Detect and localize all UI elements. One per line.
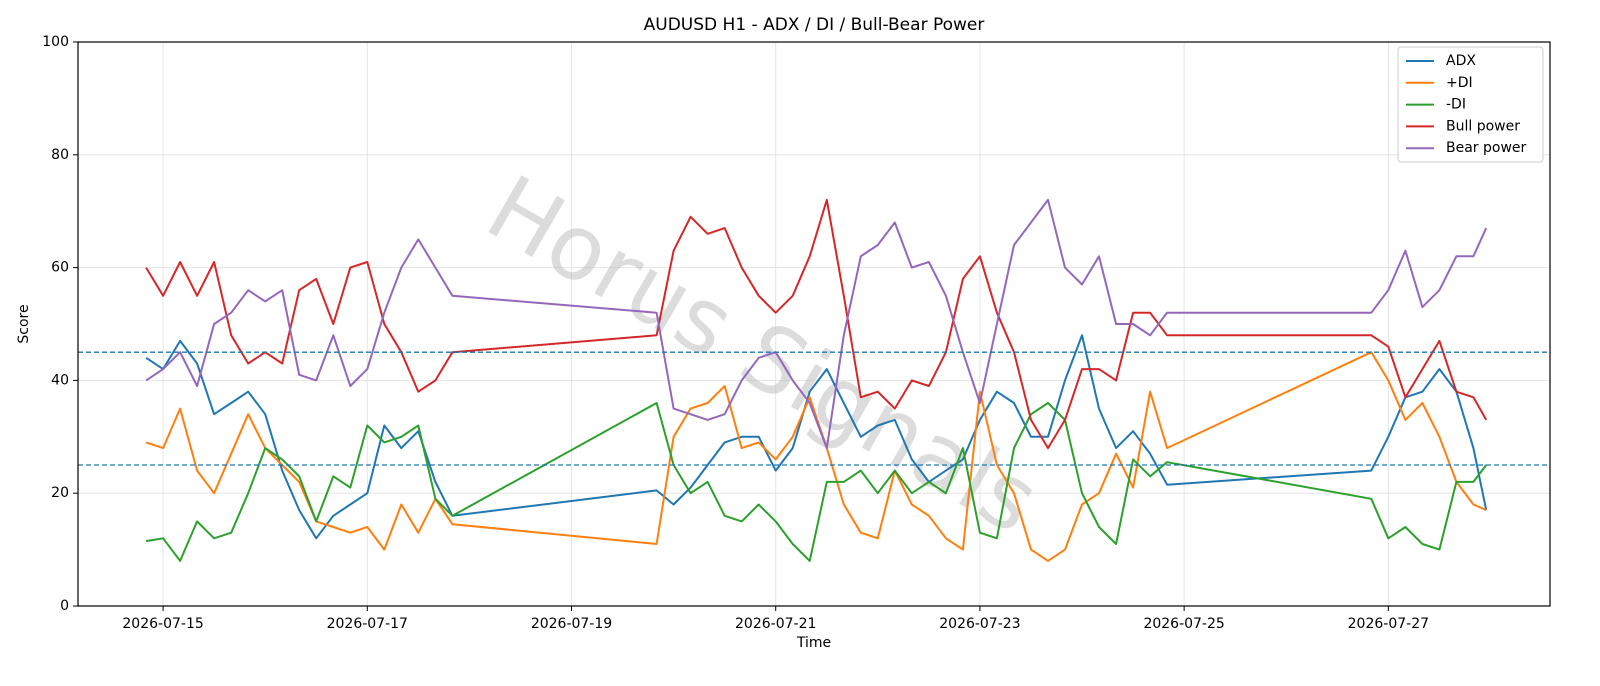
y-tick-label: 40 xyxy=(51,372,69,388)
y-tick-label: 80 xyxy=(51,147,69,163)
y-axis-label: Score xyxy=(16,304,32,343)
y-tick-label: 0 xyxy=(60,598,69,614)
x-tick-label: 2026-07-25 xyxy=(1143,616,1224,632)
series-line xyxy=(145,198,1488,450)
legend-box xyxy=(1397,46,1544,163)
legend: ADX +DI -DI Bull power Bear power xyxy=(1397,46,1544,163)
x-tick-label: 2026-07-21 xyxy=(735,616,816,632)
legend-label: Bull power xyxy=(1446,118,1520,134)
legend-label: Bear power xyxy=(1446,140,1527,156)
x-tick-label: 2026-07-27 xyxy=(1348,616,1429,632)
legend-label: -DI xyxy=(1446,97,1466,113)
plot-frame xyxy=(77,41,1551,607)
watermark: Horus Signals xyxy=(470,156,1056,555)
x-tick-label: 2026-07-23 xyxy=(939,616,1020,632)
x-tick-label: 2026-07-19 xyxy=(531,616,612,632)
legend-label: +DI xyxy=(1446,75,1473,91)
series-line xyxy=(145,402,1487,562)
series-line xyxy=(145,198,1488,450)
x-axis-label: Time xyxy=(796,635,831,651)
x-tick-label: 2026-07-15 xyxy=(122,616,203,632)
y-tick-label: 60 xyxy=(51,260,69,276)
x-tick-label: 2026-07-17 xyxy=(327,616,408,632)
y-tick-label: 20 xyxy=(51,485,69,501)
chart-title: AUDUSD H1 - ADX / DI / Bull-Bear Power xyxy=(644,15,985,35)
legend-label: ADX xyxy=(1446,53,1476,69)
y-tick-label: 100 xyxy=(42,34,69,50)
